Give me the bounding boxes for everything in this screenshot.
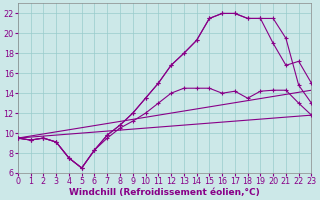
X-axis label: Windchill (Refroidissement éolien,°C): Windchill (Refroidissement éolien,°C) [69,188,260,197]
